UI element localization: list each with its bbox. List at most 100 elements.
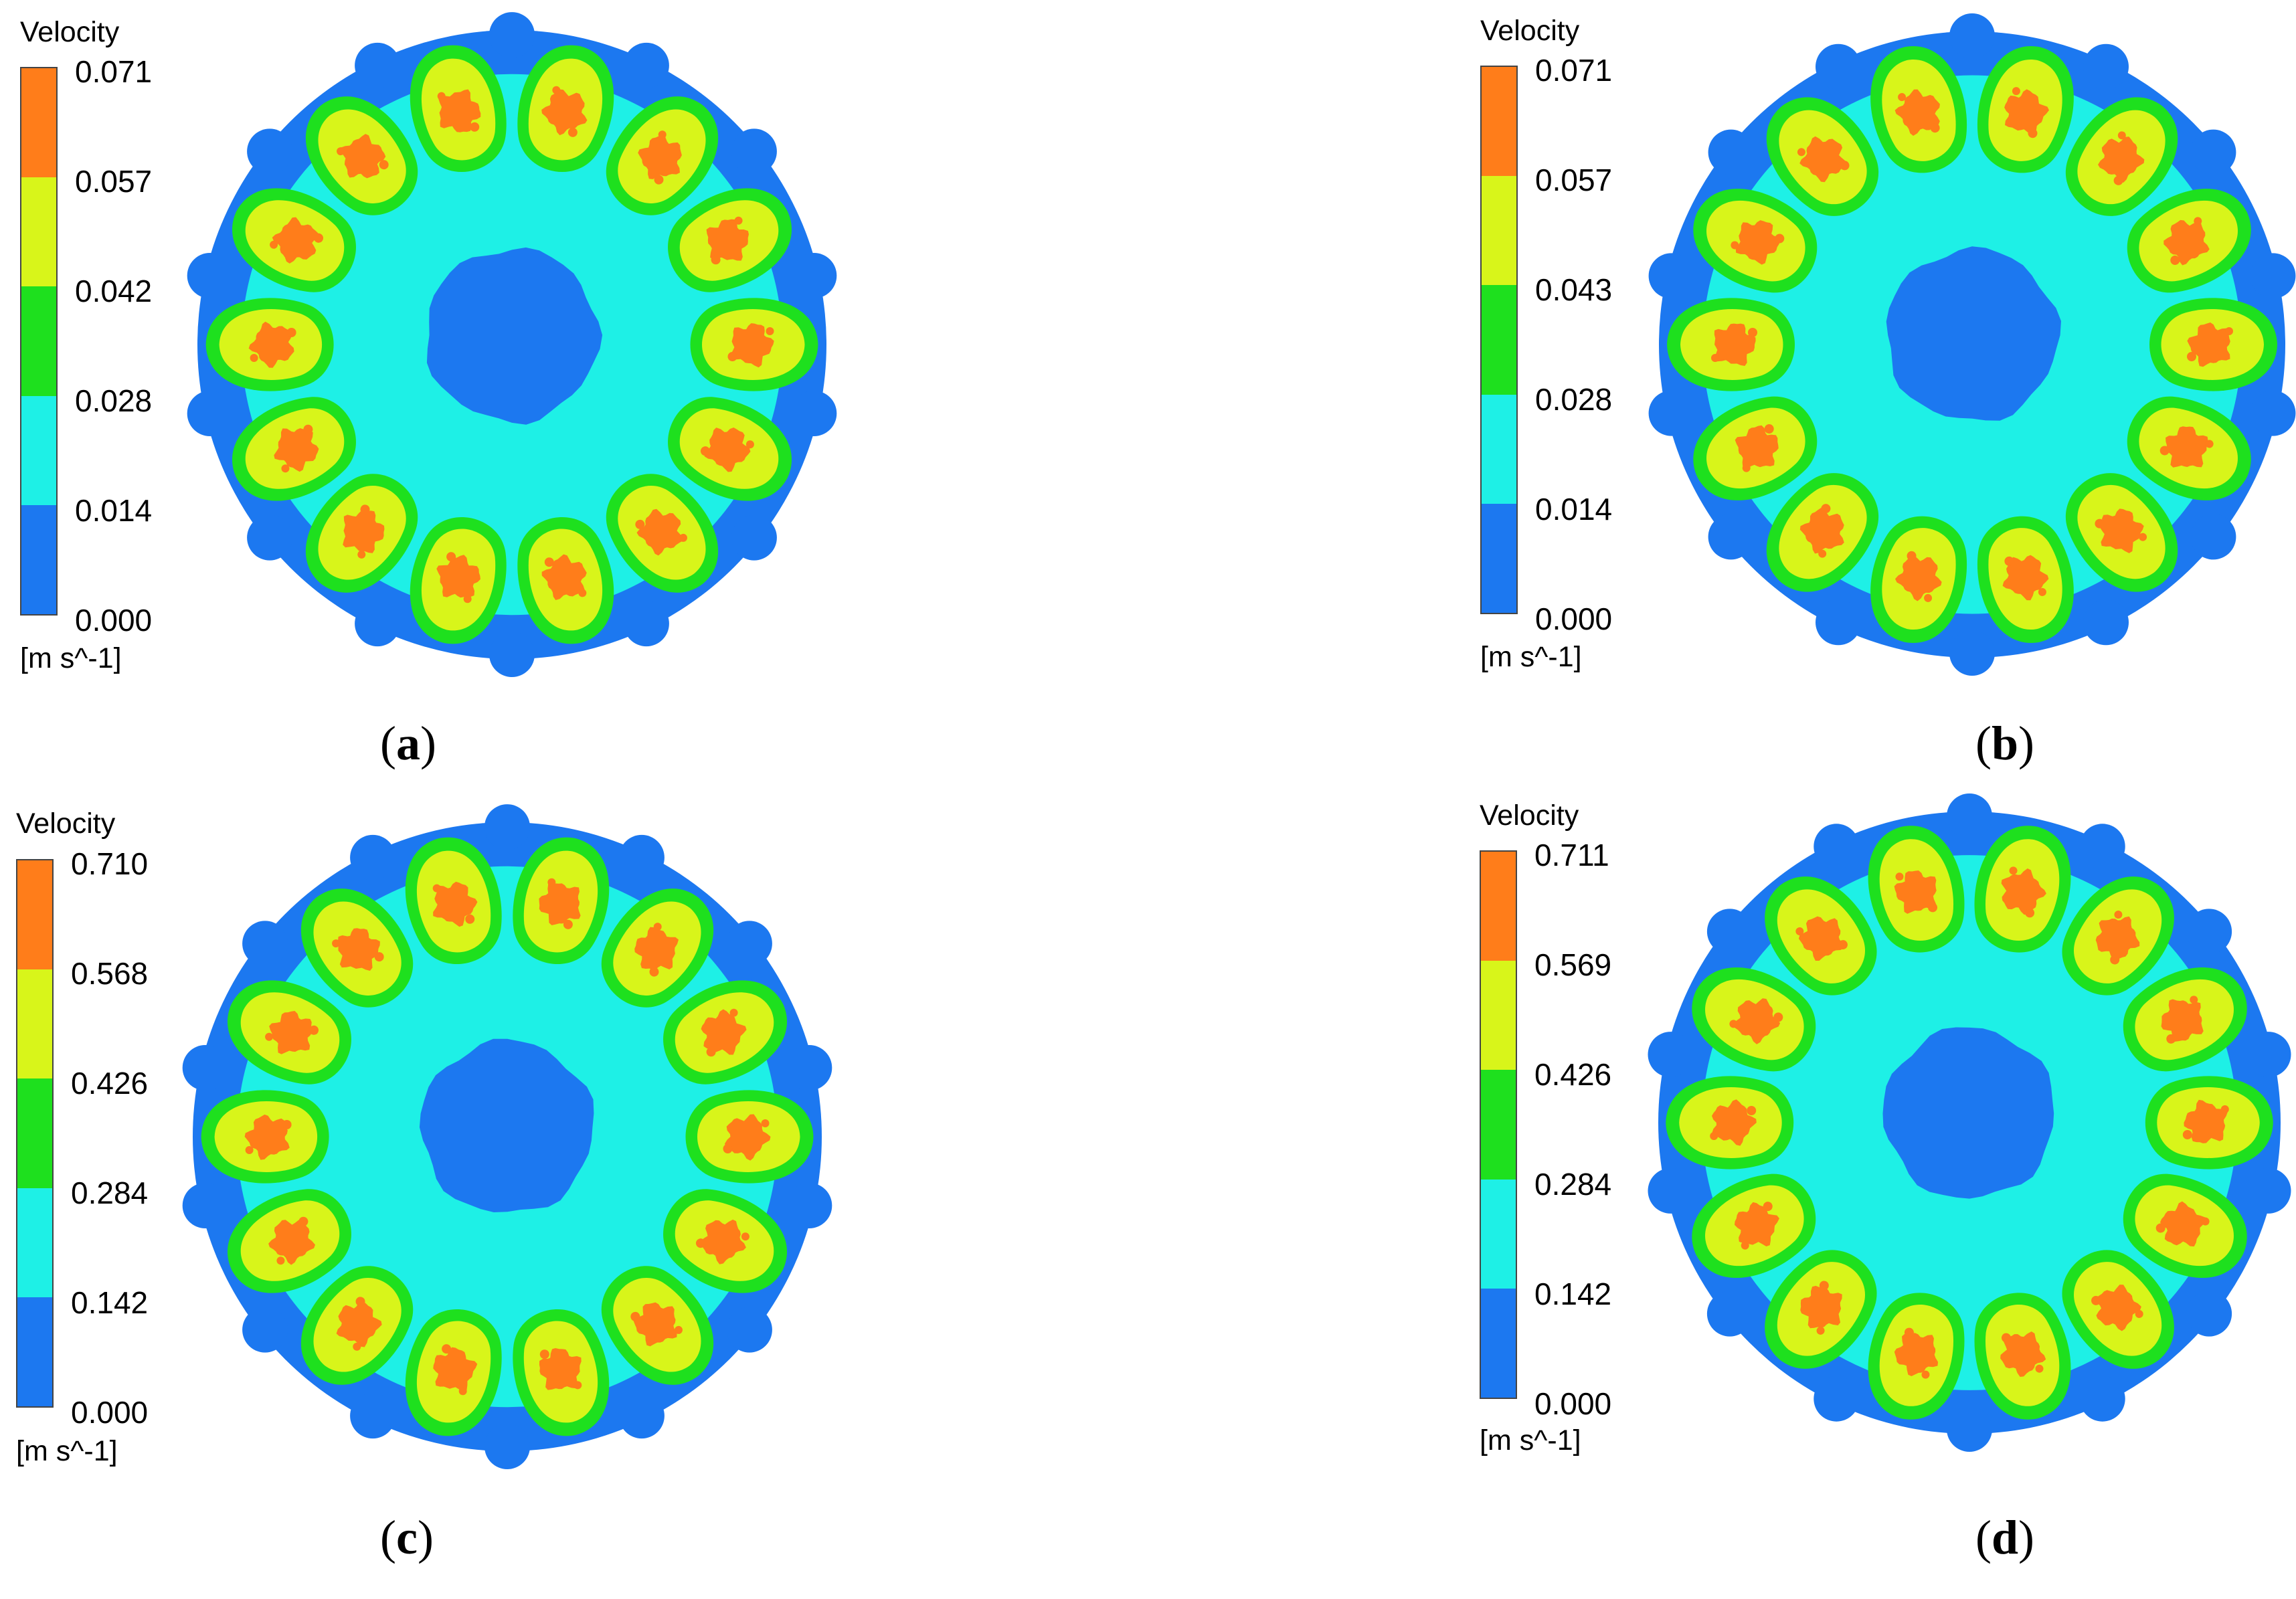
lobe-orange-speck [360,504,370,514]
colorbar-band-4 [1481,852,1516,961]
caption-b: (b) [1975,716,2034,771]
tick-label: 0.014 [1535,492,1613,527]
lobe-orange-speck [2194,217,2202,225]
lobe-orange-speck [741,1232,749,1241]
lobe-orange [2100,508,2144,553]
colorbar-band-2 [1482,285,1516,395]
lobe-orange [633,1302,677,1347]
lobe-orange-speck [2004,556,2014,566]
rim-gap [2245,1167,2291,1214]
legend-title: Velocity [1480,800,1579,832]
tick-label: 0.000 [1534,1386,1612,1421]
lobe-orange [244,1114,290,1160]
rim-gap [2186,1291,2232,1337]
tick-label: 0.426 [71,1066,149,1101]
lobe-orange-speck [674,1325,683,1334]
velocity-lobe [601,1266,714,1385]
velocity-lobe [305,96,418,215]
lobe-orange [2184,1099,2228,1143]
lobe-orange-speck [245,1146,254,1154]
legend-title: Velocity [1480,15,1580,47]
velocity-lobe [1870,516,1967,643]
lobe-orange [634,927,679,970]
velocity-lobe [232,397,356,501]
colorbar-band-3 [17,969,52,1079]
lobe-orange-speck [679,533,687,542]
rim-gap [2079,824,2125,870]
lobe-orange-speck [1907,551,1917,561]
velocity-lobe [668,397,792,501]
panel-d: Velocity 0.711 0.569 0.426 0.284 0.142 0… [1148,793,2296,1599]
colorbar-band-4 [21,68,56,178]
velocity-lobe [2127,396,2251,500]
rim-gap [355,601,401,647]
velocity-lobe [1667,298,1795,391]
tick-label: 0.569 [1534,947,1612,982]
lobe-orange [2095,916,2140,961]
velocity-contour-plot [187,12,837,677]
lobe-orange-speck [437,92,446,100]
center-core [1886,246,2061,421]
colorbar-band-3 [1481,961,1516,1070]
colorbar-band-4 [1482,67,1516,177]
lobe-orange [340,134,386,179]
rim-gap [1814,1376,1860,1422]
lobe-orange-speck [470,122,480,132]
tick-label: 0.042 [75,274,153,308]
colorbar-band-3 [1482,176,1516,286]
lobe-orange [1894,1333,1939,1377]
tick-label: 0.568 [71,956,149,991]
velocity-lobe [606,96,719,215]
velocity-lobe [405,1309,502,1436]
rim-gap [791,253,837,298]
velocity-contour-plot [1648,13,2296,676]
lobe-orange [2161,999,2204,1042]
lobe-orange-speck [379,160,389,170]
lobe-orange [1735,220,1781,265]
caption-close: ) [2018,1511,2035,1564]
lobe-orange-speck [2166,1034,2176,1044]
tick-label: 0.284 [71,1175,149,1210]
unit-label: [m s^-1] [20,642,122,674]
rim-gap [623,42,669,88]
lobe-orange [337,928,380,971]
lobe-orange-speck [2205,440,2214,448]
lobe-orange-speck [630,1311,640,1321]
lobe-orange-speck [544,557,554,567]
lobe-orange-speck [727,352,737,361]
tick-label: 0.043 [1535,272,1613,307]
rim-gap [350,834,396,880]
unit-label: [m s^-1] [1480,641,1582,673]
caption-open: ( [380,1511,396,1564]
rim-gap [2190,129,2236,175]
rim-gap [182,1045,228,1091]
lobe-orange-speck [276,1256,285,1265]
rim-gap [187,253,233,298]
lobe-orange [541,89,588,136]
velocity-lobe [1868,826,1965,953]
lobe-orange-speck [270,240,278,249]
lobe-orange-speck [1711,354,1719,362]
velocity-lobe [410,45,507,172]
velocity-lobe [1693,396,1818,500]
velocity-lobe [1766,97,1878,216]
lobe-orange-speck [2190,996,2198,1004]
rim-gap [1947,1406,1992,1452]
lobe-orange-speck [1764,424,1774,434]
velocity-lobe [1868,1293,1965,1420]
lobe-orange-speck [337,147,345,156]
lobe-orange-speck [2187,352,2196,361]
legend-title: Velocity [16,808,116,840]
lobe-orange-speck [578,589,587,597]
velocity-lobe [405,837,502,964]
lobe-orange [2002,555,2049,601]
rim-gap [726,921,772,967]
lobe-orange-speck [1921,1370,1930,1379]
rim-gap [2079,1376,2125,1422]
rim-gap [2190,514,2236,560]
lobe-orange-speck [2114,911,2123,919]
lobe-orange [701,1009,747,1055]
rim-gap [731,128,777,175]
velocity-lobe [201,1090,329,1184]
rim-gap [786,1045,832,1091]
